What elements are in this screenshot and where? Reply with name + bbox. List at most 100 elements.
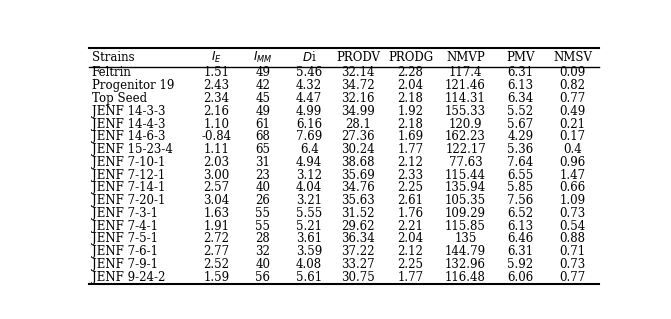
Text: 68: 68 (256, 130, 270, 143)
Text: 3.00: 3.00 (203, 169, 229, 182)
Text: 2.21: 2.21 (397, 220, 423, 233)
Text: NMSV: NMSV (553, 51, 592, 64)
Text: 31: 31 (256, 156, 270, 169)
Text: 36.34: 36.34 (342, 233, 375, 245)
Text: 1.10: 1.10 (203, 117, 229, 130)
Text: 29.62: 29.62 (342, 220, 375, 233)
Text: JENF 7-9-1: JENF 7-9-1 (92, 258, 158, 271)
Text: 49: 49 (255, 105, 270, 118)
Text: 162.23: 162.23 (445, 130, 486, 143)
Text: 32: 32 (256, 245, 270, 258)
Text: 61: 61 (256, 117, 270, 130)
Text: Feltrin: Feltrin (92, 66, 132, 79)
Text: 42: 42 (256, 79, 270, 92)
Text: 135.94: 135.94 (445, 182, 486, 194)
Text: 0.71: 0.71 (560, 245, 586, 258)
Text: Progenitor 19: Progenitor 19 (92, 79, 174, 92)
Text: 0.66: 0.66 (560, 182, 586, 194)
Text: $I_E$: $I_E$ (211, 50, 222, 65)
Text: $I_{MM}$: $I_{MM}$ (253, 50, 272, 65)
Text: 6.31: 6.31 (507, 66, 533, 79)
Text: 4.47: 4.47 (296, 92, 322, 105)
Text: 3.21: 3.21 (296, 194, 322, 207)
Text: 5.52: 5.52 (507, 105, 533, 118)
Text: 116.48: 116.48 (445, 271, 486, 284)
Text: 2.04: 2.04 (397, 233, 423, 245)
Text: 27.36: 27.36 (342, 130, 375, 143)
Text: 0.09: 0.09 (560, 66, 586, 79)
Text: 23: 23 (256, 169, 270, 182)
Text: 6.13: 6.13 (507, 220, 533, 233)
Text: 2.43: 2.43 (203, 79, 229, 92)
Text: 1.59: 1.59 (203, 271, 229, 284)
Text: 32.14: 32.14 (342, 66, 375, 79)
Text: Top Seed: Top Seed (92, 92, 147, 105)
Text: 2.52: 2.52 (203, 258, 229, 271)
Text: 1.92: 1.92 (397, 105, 423, 118)
Text: 2.72: 2.72 (203, 233, 229, 245)
Text: 6.34: 6.34 (507, 92, 533, 105)
Text: 1.77: 1.77 (397, 271, 423, 284)
Text: 132.96: 132.96 (445, 258, 486, 271)
Text: 5.36: 5.36 (507, 143, 533, 156)
Text: 34.76: 34.76 (342, 182, 375, 194)
Text: 7.56: 7.56 (507, 194, 533, 207)
Text: 33.27: 33.27 (342, 258, 375, 271)
Text: 5.67: 5.67 (507, 117, 533, 130)
Text: JENF 15-23-4: JENF 15-23-4 (92, 143, 172, 156)
Text: 155.33: 155.33 (445, 105, 486, 118)
Text: 6.46: 6.46 (507, 233, 533, 245)
Text: 45: 45 (255, 92, 270, 105)
Text: 0.54: 0.54 (560, 220, 586, 233)
Text: 2.12: 2.12 (397, 156, 423, 169)
Text: 105.35: 105.35 (445, 194, 486, 207)
Text: 77.63: 77.63 (449, 156, 482, 169)
Text: 38.68: 38.68 (342, 156, 375, 169)
Text: 3.61: 3.61 (296, 233, 322, 245)
Text: 4.04: 4.04 (296, 182, 322, 194)
Text: JENF 7-12-1: JENF 7-12-1 (92, 169, 165, 182)
Text: 5.55: 5.55 (296, 207, 322, 220)
Text: 1.11: 1.11 (203, 143, 229, 156)
Text: 4.08: 4.08 (296, 258, 322, 271)
Text: NMVP: NMVP (446, 51, 485, 64)
Text: 0.49: 0.49 (560, 105, 586, 118)
Text: 4.32: 4.32 (296, 79, 322, 92)
Text: 32.16: 32.16 (342, 92, 375, 105)
Text: 115.85: 115.85 (445, 220, 486, 233)
Text: 5.85: 5.85 (507, 182, 533, 194)
Text: 1.63: 1.63 (203, 207, 229, 220)
Text: 1.91: 1.91 (203, 220, 229, 233)
Text: 30.24: 30.24 (342, 143, 375, 156)
Text: 49: 49 (255, 66, 270, 79)
Text: 0.4: 0.4 (563, 143, 582, 156)
Text: 34.99: 34.99 (342, 105, 375, 118)
Text: $D$i: $D$i (302, 50, 317, 64)
Text: 55: 55 (255, 220, 270, 233)
Text: JENF 7-14-1: JENF 7-14-1 (92, 182, 165, 194)
Text: PMV: PMV (506, 51, 535, 64)
Text: 2.04: 2.04 (397, 79, 423, 92)
Text: 1.51: 1.51 (203, 66, 229, 79)
Text: 122.17: 122.17 (445, 143, 486, 156)
Text: 30.75: 30.75 (342, 271, 375, 284)
Text: 3.59: 3.59 (296, 245, 322, 258)
Text: JENF 7-5-1: JENF 7-5-1 (92, 233, 158, 245)
Text: Strains: Strains (92, 51, 134, 64)
Text: JENF 7-4-1: JENF 7-4-1 (92, 220, 158, 233)
Text: 2.77: 2.77 (203, 245, 229, 258)
Text: 121.46: 121.46 (445, 79, 486, 92)
Text: 6.52: 6.52 (507, 207, 533, 220)
Text: JENF 9-24-2: JENF 9-24-2 (92, 271, 165, 284)
Text: 0.88: 0.88 (560, 233, 586, 245)
Text: 2.18: 2.18 (397, 117, 423, 130)
Text: 114.31: 114.31 (445, 92, 486, 105)
Text: 5.61: 5.61 (296, 271, 322, 284)
Text: 117.4: 117.4 (449, 66, 482, 79)
Text: 0.17: 0.17 (560, 130, 586, 143)
Text: 135: 135 (454, 233, 476, 245)
Text: 0.77: 0.77 (560, 271, 586, 284)
Text: JENF 7-6-1: JENF 7-6-1 (92, 245, 158, 258)
Text: 0.73: 0.73 (560, 207, 586, 220)
Text: 40: 40 (255, 258, 270, 271)
